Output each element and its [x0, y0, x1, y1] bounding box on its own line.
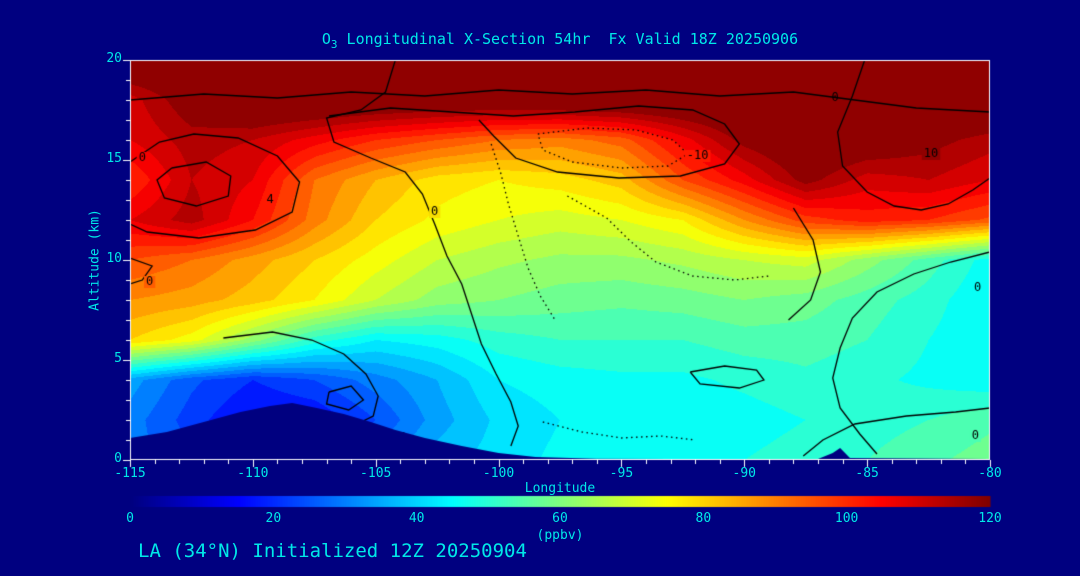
colorbar-tick-label: 80 [695, 511, 712, 526]
x-tick-label: -95 [609, 466, 634, 481]
chart-title: O3 Longitudinal X-Section 54hr Fx Valid … [130, 30, 990, 51]
x-tick-label: -90 [732, 466, 757, 481]
x-axis-title: Longitude [524, 481, 596, 496]
colorbar-tick-label: 100 [834, 511, 859, 526]
colorbar-tick-label: 60 [552, 511, 568, 526]
x-tick-label: -100 [482, 466, 515, 481]
colorbar-tick-label: 40 [408, 511, 425, 526]
colorbar-tick-label: 120 [978, 511, 1002, 526]
y-tick-label: 15 [106, 151, 122, 166]
chart-title-text: Longitudinal X-Section 54hr Fx Valid 18Z… [337, 30, 799, 48]
colorbar-tick-label: 0 [126, 511, 134, 526]
x-tick-label: -85 [855, 466, 879, 481]
chart-title-species-subscript: 3 [330, 38, 338, 51]
colorbar-units-label: (ppbv) [536, 528, 584, 543]
y-tick-label: 10 [106, 251, 122, 266]
x-tick-label: -80 [978, 466, 1002, 481]
init-time-label: LA (34°N) Initialized 12Z 20250904 [138, 540, 527, 562]
y-tick-label: 20 [106, 51, 122, 66]
chart-title-species: O [321, 30, 331, 48]
y-tick-label: 5 [114, 351, 122, 366]
colorbar-tick-label: 20 [265, 511, 282, 526]
x-tick-label: -115 [114, 466, 146, 481]
x-tick-label: -105 [360, 466, 392, 481]
y-tick-label: 0 [114, 451, 122, 466]
x-tick-label: -110 [237, 466, 269, 481]
